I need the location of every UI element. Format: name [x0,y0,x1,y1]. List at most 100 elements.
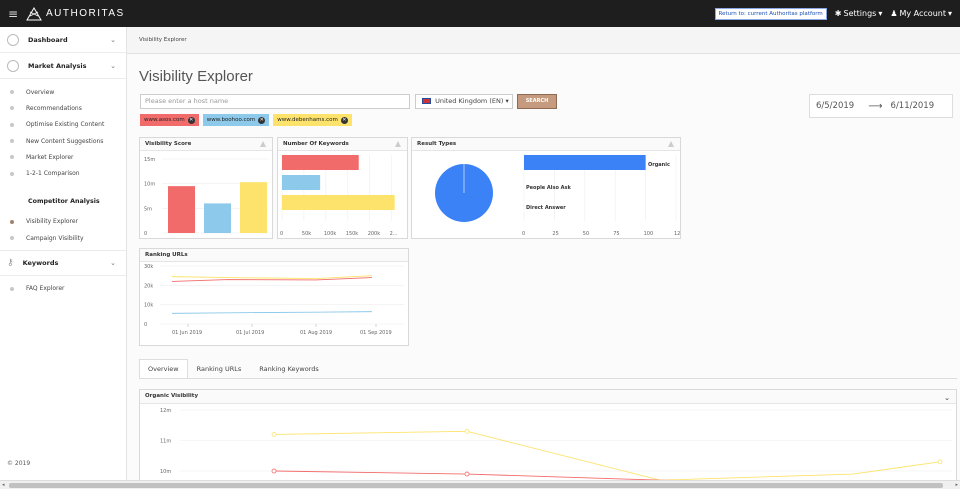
user-icon: ♟ [890,9,898,18]
bullet-icon [10,236,14,241]
tab-divider [139,378,957,379]
panel-title: Organic Visibility [145,393,199,399]
scrollbar-thumb[interactable] [9,483,943,488]
chevron-down-icon: ⌄ [110,35,116,44]
search-button[interactable]: SEARCH [517,94,557,109]
sidebar-label: Visibility Explorer [26,218,79,226]
x-tick-label: 125 [674,231,680,237]
sidebar-label: 1-2-1 Comparison [26,170,80,178]
chevron-down-icon: ⌄ [110,61,116,70]
sidebar: Dashboard ⌄ Market Analysis ⌄ Overview R… [0,27,127,489]
date-to: 6/11/2019 [890,101,935,111]
category-label: People Also Ask [526,185,571,191]
globe-icon [7,59,19,72]
top-navbar: ≡ AUTHORITAS Return to: current Authorit… [0,0,960,27]
host-input[interactable]: Please enter a host name [140,94,410,109]
return-platform-button[interactable]: Return to: current Authoritas platform [714,7,827,20]
data-point [937,459,943,465]
chevron-down-icon[interactable]: ⌄ [944,394,950,402]
sidebar-item-campaign-visibility[interactable]: Campaign Visibility [0,230,126,246]
sidebar-label: Optimise Existing Content [26,121,105,129]
tab-ranking-keywords[interactable]: Ranking Keywords [259,365,319,373]
x-tick-label: 2... [390,231,398,237]
sidebar-item-dashboard[interactable]: Dashboard ⌄ [0,27,126,53]
data-point [464,428,470,434]
y-tick-label: 10m [160,469,171,475]
y-tick-label: 12m [160,408,171,414]
sidebar-item-recommendations[interactable]: Recommendations [0,100,126,116]
bullet-icon [10,106,14,111]
x-tick-label: 75 [613,231,619,237]
scroll-right-icon[interactable]: ▸ [955,482,958,488]
sidebar-item-keywords[interactable]: ⚷ Keywords ⌄ [0,250,126,277]
sidebar-item-visibility-explorer[interactable]: Visibility Explorer [0,214,126,230]
bar-www.debenhams.com [282,195,395,210]
x-tick-label: 50 [583,231,589,237]
logo[interactable]: AUTHORITAS [26,6,125,21]
sidebar-item-market-explorer[interactable]: Market Explorer [0,149,126,165]
tab-overview[interactable]: Overview [139,359,188,379]
x-tick-label: 01 Sep 2019 [360,330,392,336]
sidebar-label: New Content Suggestions [26,137,104,145]
scroll-left-icon[interactable]: ◂ [2,482,5,488]
sidebar-item-comparison[interactable]: 1-2-1 Comparison [0,165,126,181]
settings-menu[interactable]: ✱ Settings ▾ [835,9,883,18]
sidebar-label: Keywords [22,259,59,268]
host-tag-label: www.debenhams.com [277,117,338,123]
bar-www.boohoo.com [282,175,321,190]
page-title: Visibility Explorer [139,68,253,85]
sidebar-item-new-content[interactable]: New Content Suggestions [0,133,126,149]
y-tick-label: 10k [144,303,153,309]
organic-visibility-panel: Organic Visibility ⌄ 12m 11m 10m [139,389,957,489]
x-tick-label: 25 [552,231,558,237]
x-tick-label: 50k [302,231,311,237]
x-tick-label: 01 Jul 2019 [236,330,264,336]
bar-www.debenhams.com [240,182,267,233]
sidebar-item-market-analysis[interactable]: Market Analysis ⌄ [0,53,126,79]
country-label: United Kingdom (EN) [435,97,504,105]
visibility-score-panel: Visibility Score 15m 10m 5m 0 [139,137,273,239]
host-tag-label: www.asos.com [144,117,185,123]
date-range-picker[interactable]: 6/5/2019 ⟶ 6/11/2019 [809,94,953,118]
tab-ranking-urls[interactable]: Ranking URLs [196,365,242,373]
remove-tag-icon[interactable]: ✕ [340,116,348,124]
y-tick-label: 10m [144,182,155,188]
gear-icon: ✱ [834,9,842,18]
menu-icon[interactable]: ≡ [7,6,19,21]
key-icon: ⚷ [7,258,14,269]
sidebar-label: Campaign Visibility [26,234,84,242]
series-line-www.boohoo.com [171,311,373,314]
remove-tag-icon[interactable]: ✕ [258,116,266,124]
sidebar-item-overview[interactable]: Overview [0,84,126,100]
bullet-icon [10,286,14,291]
category-label: Direct Answer [526,205,566,211]
y-tick-label: 0 [144,231,147,237]
settings-label: Settings [843,9,877,18]
host-tag-label: www.boohoo.com [206,117,256,123]
uk-flag-icon [422,98,431,104]
result-types-panel: Result Types 0 25 50 75 100 125 Organic People … [411,137,684,239]
chevron-down-icon: ⌄ [110,259,116,268]
bullet-icon [10,171,14,176]
horizontal-scrollbar[interactable]: ◂ ▸ [0,480,960,489]
logo-icon [26,6,42,20]
bullet-icon [10,90,14,95]
panel-title: Number Of Keywords [283,141,349,147]
bar-www.asos.com [168,186,195,233]
panel-title: Ranking URLs [145,252,188,258]
y-tick-label: 11m [160,439,171,445]
bar-Organic [524,155,646,170]
series-line-www.debenhams.com [171,275,373,280]
keywords-chart: 0 50k 100k 150k 200k 2... [280,155,398,237]
country-select[interactable]: United Kingdom (EN) ▾ [415,94,513,109]
arrow-right-icon: ⟶ [868,100,883,112]
remove-tag-icon[interactable]: ✕ [187,116,195,124]
sidebar-item-optimise-content[interactable]: Optimise Existing Content [0,117,126,133]
sidebar-item-faq-explorer[interactable]: FAQ Explorer [0,280,126,296]
y-tick-label: 30k [144,264,153,270]
account-menu[interactable]: ♟ My Account ▾ [890,9,952,18]
bullet-icon [10,122,14,127]
data-point [271,431,277,437]
gauge-icon [7,33,19,46]
x-tick-label: 0 [522,231,525,237]
